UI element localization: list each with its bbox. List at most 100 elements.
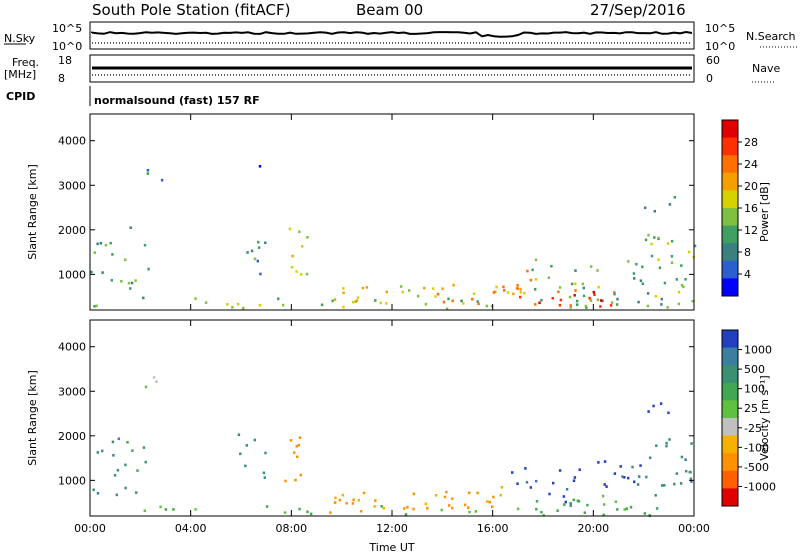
- heatmap-cell: [109, 241, 112, 245]
- heatmap-cell: [603, 483, 606, 486]
- colorbar-tick-label: -25: [744, 422, 762, 435]
- power-colorbar-label: Power [dB]: [758, 182, 771, 242]
- heatmap-cell: [253, 257, 257, 261]
- heatmap-cell: [92, 488, 95, 492]
- velocity-colorbar-ticks: 1000 500 100 25 -25 -100 -500 -1000: [738, 344, 776, 493]
- heatmap-cell: [516, 507, 520, 511]
- heatmap-cell: [679, 482, 683, 485]
- heatmap-cell: [569, 504, 572, 507]
- heatmap-cell: [447, 297, 450, 301]
- heatmap-cell: [639, 464, 642, 467]
- x-tick-label: 16:00: [477, 522, 509, 535]
- colorbar-tick-label: 4: [744, 268, 751, 281]
- heatmap-cell: [613, 292, 616, 296]
- heatmap-cell: [359, 509, 363, 513]
- heatmap-cell: [535, 479, 538, 483]
- heatmap-cell: [668, 438, 671, 441]
- heatmap-cell: [648, 514, 651, 517]
- heatmap-cell: [631, 465, 634, 469]
- heatmap-cell: [306, 236, 309, 239]
- heatmap-cell: [245, 444, 248, 447]
- beam-label: Beam 00: [356, 1, 423, 19]
- y-tick-label: 4000: [58, 341, 86, 354]
- colorbar-tick-label: 20: [744, 180, 758, 193]
- heatmap-cell: [569, 304, 572, 307]
- heatmap-cell: [540, 298, 543, 302]
- colorbar-swatch: [722, 120, 738, 139]
- heatmap-cell: [134, 279, 137, 282]
- heatmap-cell: [472, 292, 476, 295]
- nsky-strip-frame: [89, 21, 695, 50]
- heatmap-cell: [502, 285, 505, 289]
- velocity-y-axis: 4000 3000 2000 1000: [58, 341, 694, 487]
- heatmap-cell: [655, 507, 659, 510]
- heatmap-cell: [613, 291, 616, 294]
- heatmap-cell: [529, 278, 533, 282]
- heatmap-cell: [129, 226, 132, 229]
- heatmap-cell: [572, 498, 575, 502]
- heatmap-cell: [625, 507, 628, 510]
- heatmap-cell: [684, 278, 687, 281]
- velocity-colorbar-frame: [721, 329, 739, 507]
- heatmap-cell: [246, 251, 249, 254]
- heatmap-cell: [194, 508, 197, 511]
- heatmap-cell: [569, 306, 572, 309]
- heatmap-cell: [570, 282, 574, 286]
- heatmap-cell: [130, 281, 134, 285]
- heatmap-cell: [495, 285, 498, 289]
- heatmap-cell: [93, 251, 96, 254]
- heatmap-cell: [476, 491, 479, 495]
- heatmap-cell: [474, 510, 477, 513]
- heatmap-cell: [101, 449, 104, 453]
- heatmap-cell: [616, 297, 619, 301]
- heatmap-cell: [667, 411, 670, 415]
- heatmap-cell: [652, 404, 655, 408]
- heatmap-cell: [263, 476, 266, 479]
- heatmap-cell: [646, 292, 650, 295]
- colorbar-swatch: [722, 137, 738, 156]
- colorbar-swatch: [722, 470, 738, 489]
- heatmap-cell: [95, 304, 98, 308]
- heatmap-cell: [352, 498, 355, 502]
- heatmap-cell: [653, 209, 656, 213]
- nsky-tick-bottom: 10^0: [52, 40, 82, 53]
- colorbar-swatch: [722, 365, 738, 384]
- heatmap-cell: [673, 482, 676, 486]
- cpid-row: CPID normalsound (fast) 157 RF: [6, 86, 260, 107]
- heatmap-cell: [534, 288, 537, 291]
- heatmap-cell: [290, 266, 294, 269]
- heatmap-cell: [639, 279, 643, 282]
- heatmap-cell: [677, 302, 681, 306]
- nsky-label: N.Sky: [4, 32, 36, 45]
- freq-tick-bottom: 8: [58, 72, 65, 85]
- freq-strip: Freq. [MHz] 18 8 60 0 Nave: [4, 54, 780, 85]
- heatmap-cell: [670, 261, 674, 264]
- colorbar-tick-label: 1000: [744, 344, 772, 357]
- heatmap-cell: [657, 236, 660, 240]
- heatmap-cell: [115, 493, 118, 497]
- heatmap-cell: [426, 507, 429, 510]
- heatmap-cell: [574, 289, 577, 292]
- heatmap-cell: [663, 281, 667, 285]
- heatmap-cell: [253, 438, 256, 442]
- heatmap-cell: [462, 302, 465, 305]
- heatmap-cell: [374, 299, 377, 302]
- velocity-panel: 4000 3000 2000 1000 00:00 04:00 08:00 12:00 16:…: [26, 319, 710, 554]
- heatmap-cell: [525, 480, 529, 484]
- heatmap-cell: [112, 454, 115, 457]
- heatmap-cell: [687, 250, 691, 254]
- heatmap-cell: [451, 497, 454, 500]
- heatmap-cell: [385, 302, 388, 305]
- heatmap-cell: [120, 280, 123, 283]
- heatmap-cell: [341, 493, 344, 497]
- heatmap-cell: [682, 285, 685, 289]
- heatmap-cell: [690, 480, 693, 483]
- heatmap-cell: [264, 241, 267, 245]
- heatmap-cell: [463, 503, 467, 507]
- nsky-tick-top: 10^5: [52, 22, 82, 35]
- heatmap-cell: [548, 492, 551, 496]
- heatmap-cell: [613, 472, 617, 475]
- heatmap-cell: [663, 484, 666, 487]
- heatmap-cell: [262, 471, 266, 475]
- heatmap-cell: [295, 270, 298, 273]
